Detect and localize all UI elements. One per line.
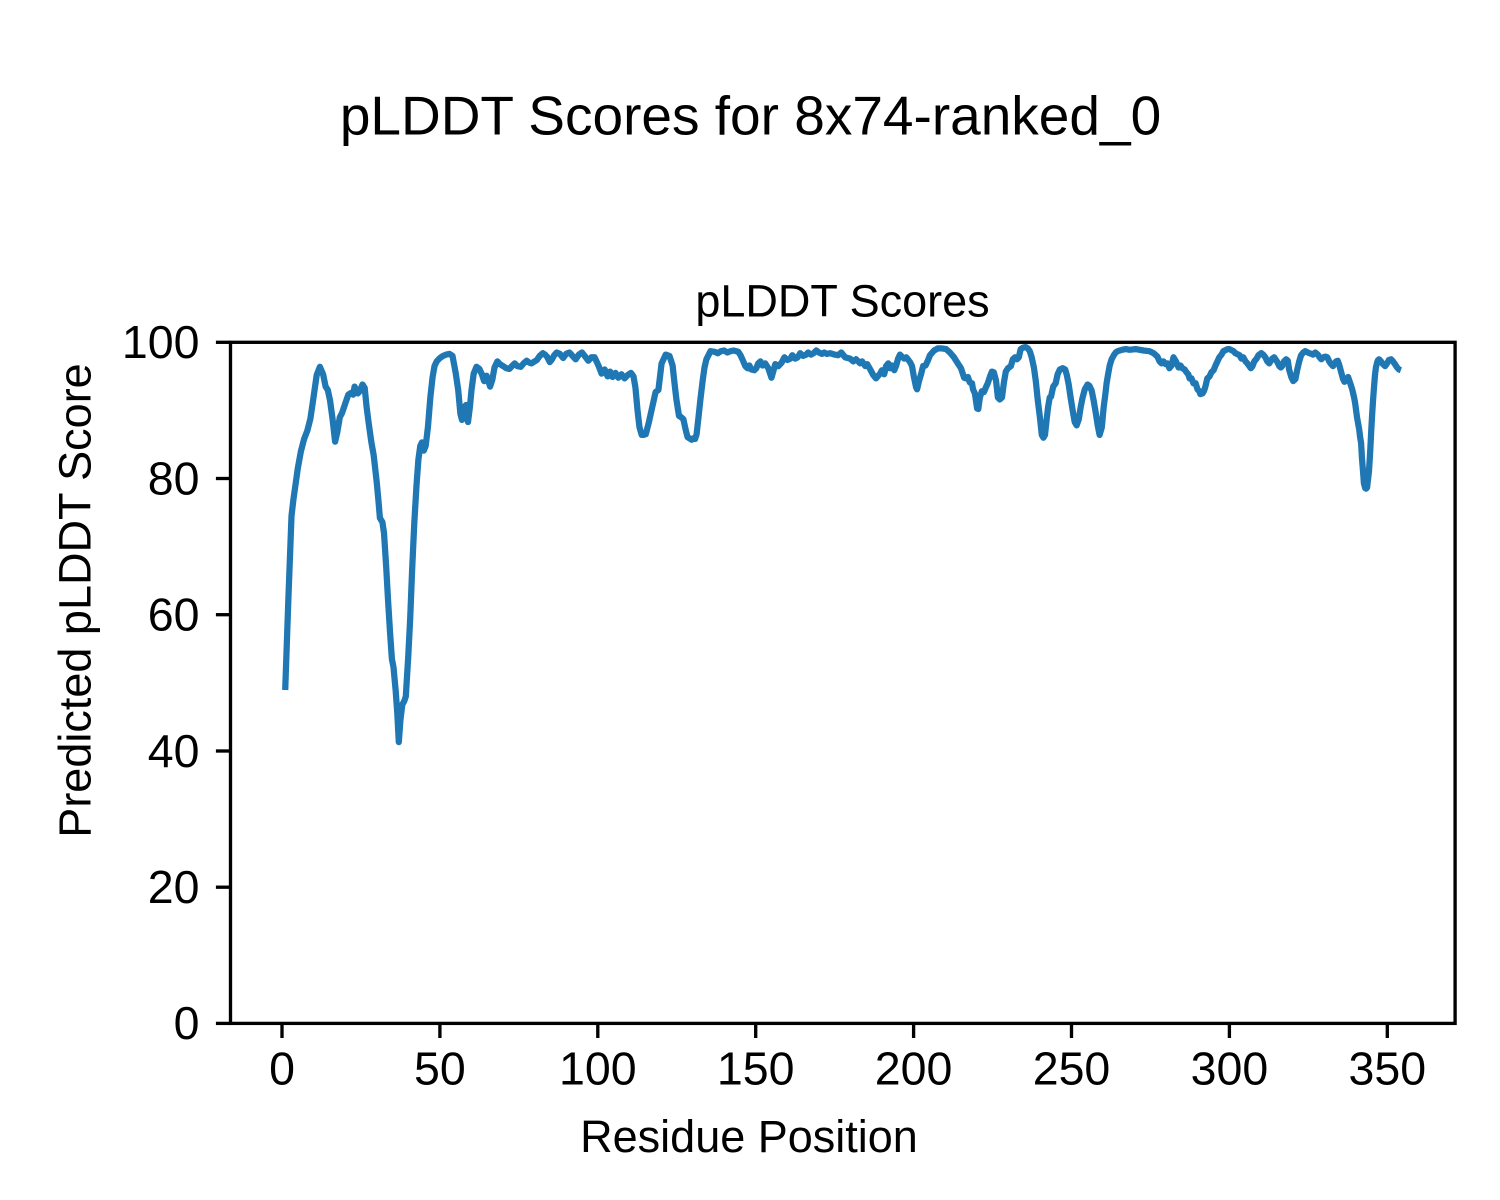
svg-text:250: 250 bbox=[1033, 1042, 1111, 1094]
svg-text:50: 50 bbox=[414, 1042, 466, 1094]
svg-text:60: 60 bbox=[148, 589, 200, 641]
svg-text:100: 100 bbox=[122, 316, 200, 368]
svg-text:300: 300 bbox=[1191, 1042, 1269, 1094]
svg-text:pLDDT Scores: pLDDT Scores bbox=[695, 275, 989, 326]
svg-text:150: 150 bbox=[717, 1042, 795, 1094]
svg-text:200: 200 bbox=[875, 1042, 953, 1094]
svg-text:0: 0 bbox=[174, 997, 200, 1049]
svg-text:40: 40 bbox=[148, 725, 200, 777]
svg-text:80: 80 bbox=[148, 452, 200, 504]
svg-text:0: 0 bbox=[269, 1042, 295, 1094]
svg-text:350: 350 bbox=[1349, 1042, 1427, 1094]
svg-text:Residue Position: Residue Position bbox=[580, 1111, 918, 1162]
svg-text:100: 100 bbox=[559, 1042, 637, 1094]
svg-text:pLDDT Scores for 8x74-ranked_0: pLDDT Scores for 8x74-ranked_0 bbox=[340, 85, 1161, 147]
svg-text:Predicted pLDDT Score: Predicted pLDDT Score bbox=[50, 363, 101, 837]
svg-text:20: 20 bbox=[148, 861, 200, 913]
